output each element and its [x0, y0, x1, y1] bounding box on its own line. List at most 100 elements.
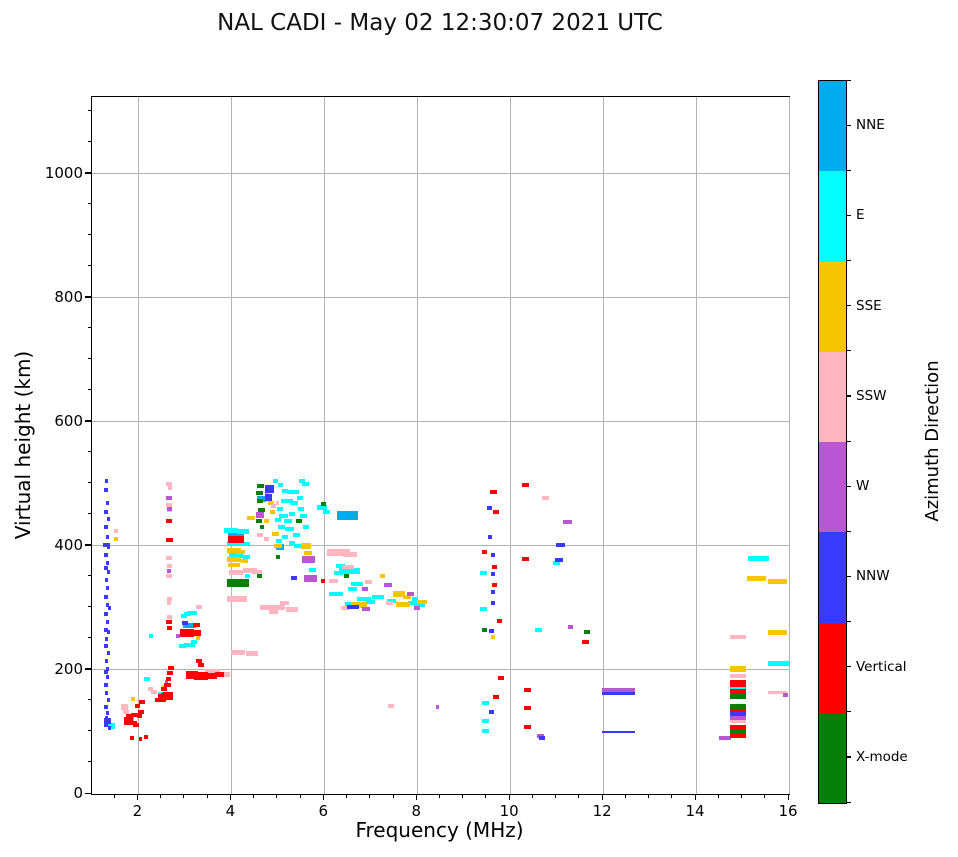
data-point-sse [747, 575, 766, 581]
data-point-vertical [166, 671, 174, 676]
y-minor-tick [87, 141, 91, 143]
data-point-e [328, 592, 343, 597]
x-minor-tick [183, 794, 185, 798]
x-minor-tick [485, 794, 487, 798]
x-minor-tick [299, 794, 301, 798]
data-point-e [297, 495, 303, 500]
x-minor-tick [578, 794, 580, 798]
data-point-e [347, 587, 357, 592]
x-tick-label: 4 [225, 802, 236, 820]
data-point-ssw [280, 600, 290, 605]
colorbar-tick-label-ssw: SSW [856, 387, 887, 404]
data-point-vertical [165, 677, 172, 682]
data-point-nnw [555, 542, 566, 547]
x-minor-tick [555, 794, 557, 798]
colorbar-segment-w [819, 442, 846, 533]
data-point-ssw [342, 552, 357, 558]
data-point-e [190, 640, 198, 645]
data-point-e [237, 529, 249, 535]
y-minor-tick [87, 730, 91, 732]
data-point-nnw [107, 605, 111, 610]
x-minor-tick [741, 794, 743, 798]
data-point-ssw [166, 481, 172, 486]
data-point-nnw [105, 478, 109, 483]
data-point-e [335, 563, 346, 568]
data-point-x-mode [258, 507, 265, 512]
data-point-vertical [493, 694, 500, 699]
data-point-e [534, 628, 543, 633]
data-point-ssw [166, 573, 172, 578]
x-tick-label: 2 [132, 802, 143, 820]
data-point-nnw [489, 628, 494, 633]
data-point-w [414, 605, 421, 610]
data-point-e [387, 598, 397, 603]
data-point-ssw [541, 495, 550, 500]
colorbar-segment-vertical [819, 622, 846, 713]
data-point-nnw [107, 545, 111, 550]
colorbar-segment-e [819, 171, 846, 262]
data-point-e [480, 607, 487, 612]
data-point-ssw [166, 596, 173, 601]
y-major-tick [85, 668, 91, 670]
data-point-vertical [138, 710, 144, 715]
colorbar-tick-label-e: E [856, 207, 865, 224]
colorbar-center-tick [847, 575, 851, 578]
y-tick-label: 1000 [44, 163, 83, 182]
colorbar-center-tick [847, 214, 851, 217]
data-point-vertical [167, 625, 172, 630]
data-point-vertical [126, 714, 132, 719]
x-minor-tick [624, 794, 626, 798]
chart-title: NAL CADI - May 02 12:30:07 2021 UTC [217, 10, 663, 36]
x-major-tick [415, 794, 417, 800]
y-minor-tick [87, 482, 91, 484]
y-minor-tick [87, 606, 91, 608]
data-point-w [164, 680, 168, 685]
data-point-vertical [497, 676, 505, 681]
data-point-vertical [191, 630, 202, 637]
data-point-ssw [768, 690, 787, 694]
colorbar-segment-x-mode [819, 712, 846, 803]
colorbar-tick-label-nne: NNE [856, 117, 885, 134]
data-point-sse [272, 531, 279, 536]
data-point-ssw [729, 673, 747, 678]
colorbar-boundary-tick [847, 260, 851, 262]
data-point-vertical [481, 550, 488, 555]
x-minor-tick [276, 794, 278, 798]
data-point-nne [227, 531, 245, 537]
data-point-nnw [491, 590, 495, 595]
data-point-nnw [105, 636, 109, 641]
data-point-ssw [166, 556, 172, 561]
data-point-ssw [167, 485, 173, 490]
data-point-sse [403, 594, 411, 599]
data-point-nnw [105, 690, 109, 695]
colorbar-label: Azimuth Direction [922, 360, 943, 522]
data-point-vertical [198, 663, 204, 668]
data-point-e [226, 540, 241, 546]
data-point-vertical [493, 509, 499, 514]
data-point-nnw [104, 488, 108, 493]
data-point-w [175, 633, 181, 638]
gridline-vertical [695, 97, 697, 794]
data-point-nnw [106, 586, 110, 591]
data-point-ssw [151, 689, 158, 694]
data-point-vertical [185, 671, 198, 679]
data-point-sse [351, 601, 368, 608]
data-point-e [178, 644, 187, 649]
data-point-sse [392, 591, 405, 598]
gridline-horizontal [92, 297, 789, 299]
data-point-ssw [243, 568, 257, 574]
y-minor-tick [87, 327, 91, 329]
data-point-nnw [104, 705, 108, 710]
y-minor-tick [87, 699, 91, 701]
colorbar-boundary-tick [847, 530, 851, 532]
data-point-vertical [166, 537, 173, 542]
data-point-nnw [104, 670, 108, 675]
data-point-sse [417, 599, 427, 604]
x-minor-tick [206, 794, 208, 798]
data-point-nnw [105, 602, 109, 607]
colorbar-segment-sse [819, 261, 846, 352]
data-point-x-mode [256, 483, 265, 488]
data-point-e [288, 540, 296, 545]
data-point-nnw [104, 594, 108, 599]
data-point-ssw [205, 669, 221, 676]
